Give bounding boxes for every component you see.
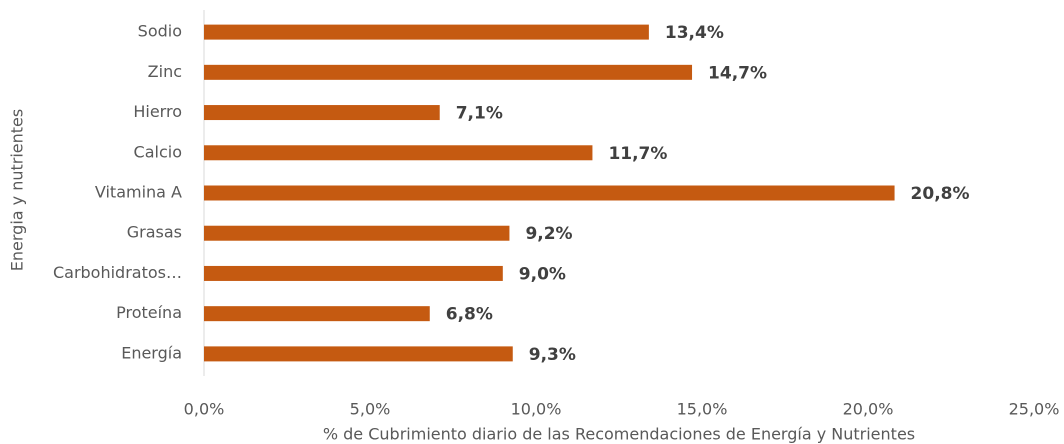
x-tick-label: 0,0% — [184, 400, 225, 419]
y-tick-label: Grasas — [127, 223, 182, 242]
x-tick-label: 10,0% — [511, 400, 562, 419]
value-label: 9,0% — [519, 264, 566, 284]
x-tick-label: 5,0% — [350, 400, 391, 419]
bar — [204, 306, 430, 322]
bar — [204, 24, 649, 40]
bar — [204, 265, 503, 281]
y-axis-title: Energia y nutrientes — [8, 109, 27, 271]
y-tick-label: Zinc — [148, 62, 182, 81]
y-tick-label: Hierro — [133, 102, 182, 121]
bar — [204, 105, 440, 121]
bar — [204, 64, 693, 80]
value-label: 14,7% — [708, 63, 767, 83]
y-tick-label: Sodio — [138, 22, 182, 41]
x-tick-label: 20,0% — [843, 400, 894, 419]
value-label: 7,1% — [456, 104, 503, 124]
x-tick-label: 15,0% — [677, 400, 728, 419]
y-tick-label: Carbohidratos… — [53, 263, 182, 282]
y-tick-label: Calcio — [134, 142, 182, 161]
value-label: 9,3% — [529, 345, 576, 365]
value-label: 11,7% — [608, 144, 667, 164]
y-tick-label: Vitamina A — [95, 183, 182, 202]
value-label: 9,2% — [525, 224, 572, 244]
value-label: 20,8% — [911, 184, 970, 204]
x-tick-label: 25,0% — [1009, 400, 1060, 419]
value-label: 6,8% — [446, 305, 493, 325]
x-axis-title: % de Cubrimiento diario de las Recomenda… — [323, 425, 915, 444]
bar — [204, 145, 593, 161]
y-tick-label: Energía — [121, 343, 182, 362]
bar — [204, 185, 895, 201]
bar — [204, 225, 510, 241]
y-tick-label: Proteína — [116, 303, 182, 322]
value-label: 13,4% — [665, 23, 724, 43]
bar — [204, 346, 513, 362]
